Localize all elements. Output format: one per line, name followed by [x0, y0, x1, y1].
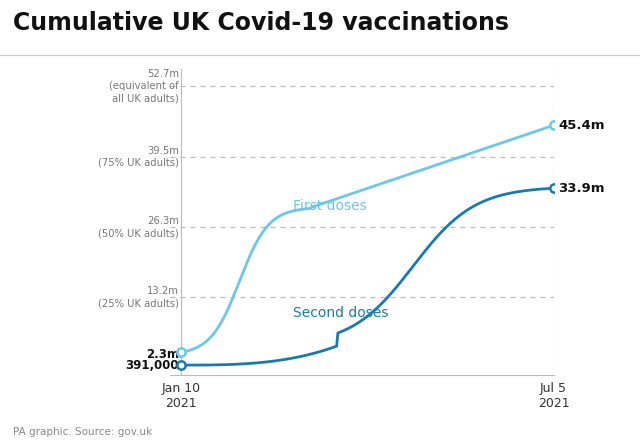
- Text: 39.5m
(75% UK adults): 39.5m (75% UK adults): [98, 146, 179, 168]
- Text: 391,000: 391,000: [125, 359, 179, 372]
- Text: 45.4m: 45.4m: [558, 119, 605, 132]
- Text: 2.3m: 2.3m: [146, 349, 179, 361]
- Text: Cumulative UK Covid-19 vaccinations: Cumulative UK Covid-19 vaccinations: [13, 11, 509, 35]
- Text: First doses: First doses: [292, 199, 366, 213]
- Text: 26.3m
(50% UK adults): 26.3m (50% UK adults): [98, 216, 179, 238]
- Text: 33.9m: 33.9m: [558, 182, 605, 195]
- Text: 13.2m
(25% UK adults): 13.2m (25% UK adults): [98, 285, 179, 308]
- Text: 52.7m
(equivalent of
all UK adults): 52.7m (equivalent of all UK adults): [109, 69, 179, 104]
- Text: Second doses: Second doses: [292, 305, 388, 320]
- Text: PA graphic. Source: gov.uk: PA graphic. Source: gov.uk: [13, 427, 152, 437]
